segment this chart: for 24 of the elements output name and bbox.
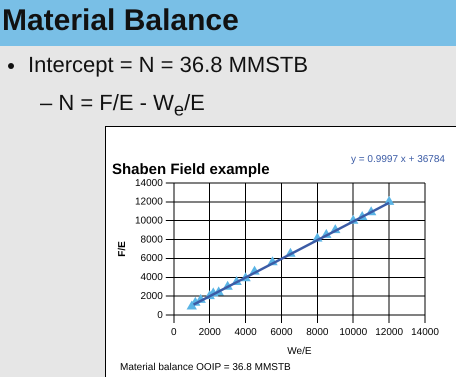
y-tick-label: 0 (157, 310, 164, 321)
x-tick-label: 8000 (306, 326, 329, 338)
text: y = 0.9997 x + 36784 (351, 154, 446, 165)
y-tick-label: 8000 (140, 234, 164, 246)
y-axis-title: F/E (116, 240, 128, 257)
x-tick-label: 4000 (234, 326, 258, 338)
text: – N = F/E - W$_{e}$/E (40, 90, 205, 120)
text: Intercept = N = 36.8 MMSTB (28, 52, 308, 77)
y-tick-label: 10000 (134, 215, 164, 226)
x-tick-label: 0 (171, 326, 178, 338)
chart-title: Material Balance (2, 4, 239, 38)
y-tick-label: 14000 (134, 178, 164, 189)
x-tick-label: 2000 (198, 326, 222, 338)
x-tick-label: 12000 (375, 326, 404, 338)
y-tick-label: 4000 (140, 272, 164, 284)
x-tick-label: 10000 (339, 326, 368, 338)
x-axis-title: We/E (287, 346, 312, 357)
y-tick-label: 2000 (140, 290, 164, 302)
y-tick-label: 12000 (134, 196, 164, 208)
text: Material balance OOIP = 36.8 MMSTB (120, 362, 292, 373)
y-tick-label: 6000 (140, 253, 164, 264)
x-tick-label: 14000 (411, 326, 440, 338)
x-tick-label: 6000 (270, 326, 294, 338)
chart-subtitle: Shaben Field example (112, 161, 270, 178)
